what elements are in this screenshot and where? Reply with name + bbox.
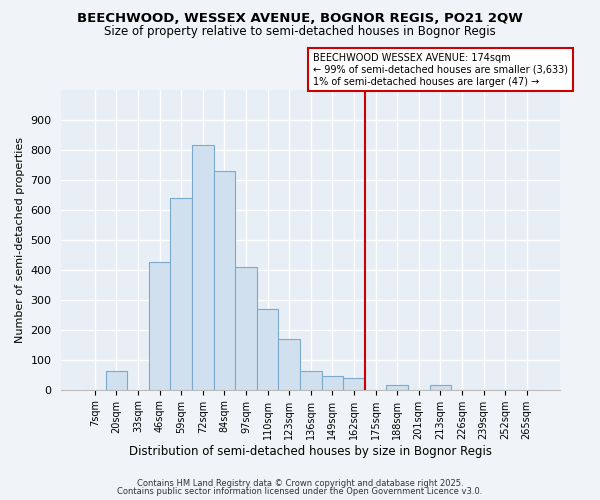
Bar — [343, 378, 365, 390]
X-axis label: Distribution of semi-detached houses by size in Bognor Regis: Distribution of semi-detached houses by … — [129, 444, 492, 458]
Bar — [278, 338, 300, 390]
Text: Size of property relative to semi-detached houses in Bognor Regis: Size of property relative to semi-detach… — [104, 25, 496, 38]
Y-axis label: Number of semi-detached properties: Number of semi-detached properties — [15, 136, 25, 342]
Bar — [430, 385, 451, 390]
Bar — [170, 198, 192, 390]
Bar — [192, 145, 214, 390]
Bar — [106, 371, 127, 390]
Bar — [214, 170, 235, 390]
Bar — [257, 308, 278, 390]
Bar — [149, 262, 170, 390]
Bar — [300, 371, 322, 390]
Text: Contains HM Land Registry data © Crown copyright and database right 2025.: Contains HM Land Registry data © Crown c… — [137, 478, 463, 488]
Text: Contains public sector information licensed under the Open Government Licence v3: Contains public sector information licen… — [118, 487, 482, 496]
Bar — [322, 376, 343, 390]
Text: BEECHWOOD, WESSEX AVENUE, BOGNOR REGIS, PO21 2QW: BEECHWOOD, WESSEX AVENUE, BOGNOR REGIS, … — [77, 12, 523, 26]
Bar — [235, 266, 257, 390]
Bar — [386, 385, 408, 390]
Text: BEECHWOOD WESSEX AVENUE: 174sqm
← 99% of semi-detached houses are smaller (3,633: BEECHWOOD WESSEX AVENUE: 174sqm ← 99% of… — [313, 54, 568, 86]
